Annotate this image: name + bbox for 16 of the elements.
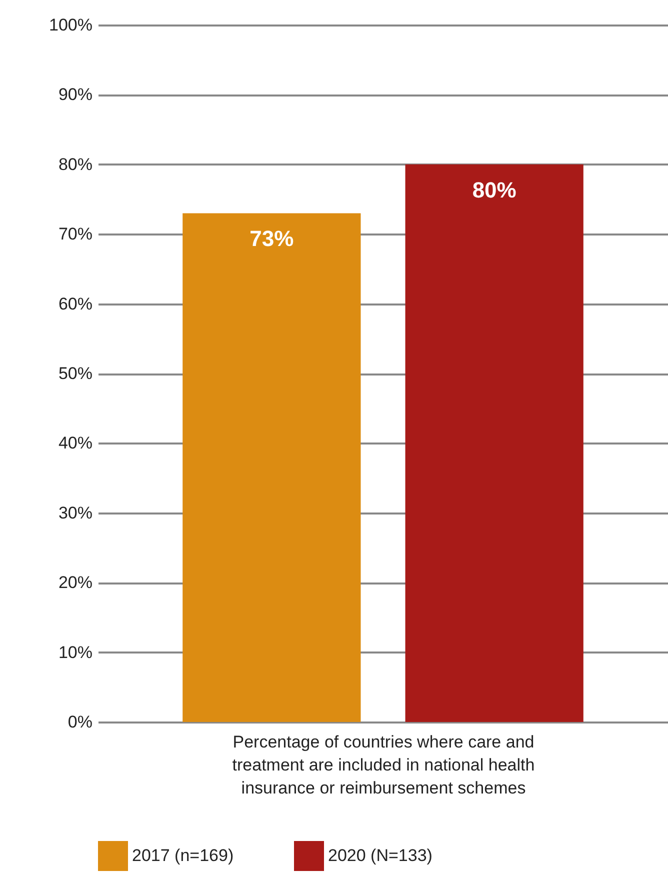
y-tick-label: 10% xyxy=(58,642,92,662)
y-tick-label: 70% xyxy=(58,224,92,244)
y-tick-label: 50% xyxy=(58,364,92,383)
data-label: 80% xyxy=(472,177,516,202)
y-tick-label: 100% xyxy=(49,16,92,34)
y-tick-label: 40% xyxy=(58,434,92,453)
y-tick-label: 90% xyxy=(58,85,92,104)
x-axis-title: Percentage of countries where care and treatment are included in national health insurance or reimbursement schemes xyxy=(232,732,535,798)
data-label: 73% xyxy=(250,226,294,252)
y-tick-label: 20% xyxy=(58,573,92,592)
y-tick-label: 60% xyxy=(58,294,92,314)
y-tick-label: 30% xyxy=(58,503,92,522)
y-tick-label: 80% xyxy=(58,154,92,174)
y-tick-label: 0% xyxy=(68,712,92,732)
legend-label: 2020 (N=133) xyxy=(328,846,432,865)
legend-label: 2017 (n=169) xyxy=(132,846,234,865)
